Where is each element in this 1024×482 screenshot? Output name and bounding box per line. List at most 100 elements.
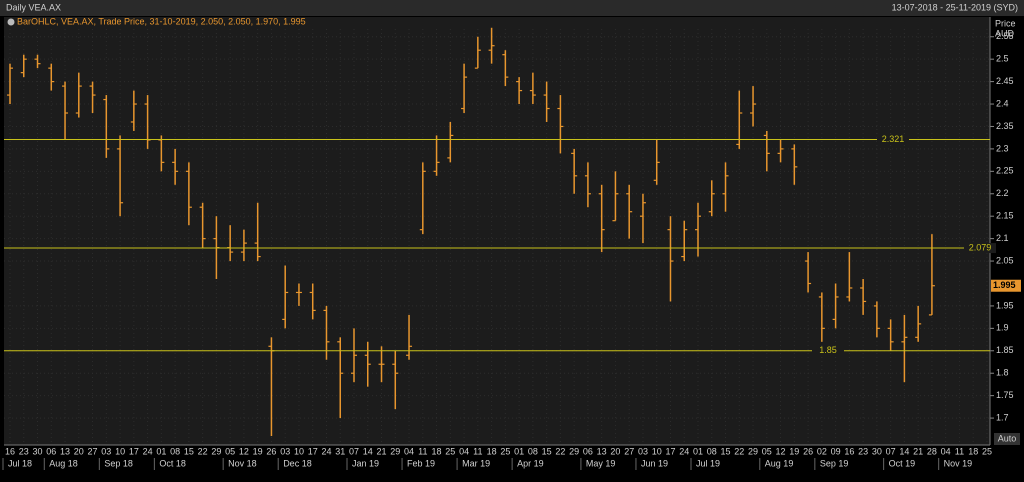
x-tick-label: 09 [831, 446, 841, 456]
x-tick-label: 12 [776, 446, 786, 456]
x-tick-label: 24 [679, 446, 689, 456]
x-tick-label: 13 [597, 446, 607, 456]
y-tick-label: 2.1 [996, 233, 1009, 243]
x-tick-label: 14 [899, 446, 909, 456]
x-tick-label: 03 [638, 446, 648, 456]
x-tick-label: 11 [955, 446, 964, 456]
x-tick-label: 01 [693, 446, 703, 456]
x-tick-label: 25 [445, 446, 455, 456]
month-label: Jul 18 [8, 458, 32, 468]
x-tick-label: 25 [982, 446, 992, 456]
y-tick-label: 2.5 [996, 54, 1009, 64]
month-label: Oct 18 [159, 458, 186, 468]
x-tick-label: 26 [803, 446, 813, 456]
x-tick-label: 22 [198, 446, 208, 456]
month-label: Mar 19 [462, 458, 490, 468]
x-tick-label: 17 [308, 446, 318, 456]
x-tick-label: 15 [542, 446, 552, 456]
x-tick-label: 15 [721, 446, 731, 456]
x-tick-label: 29 [390, 446, 400, 456]
month-label: Sep 19 [820, 458, 849, 468]
x-tick-label: 18 [487, 446, 497, 456]
level-label-bg [812, 345, 844, 356]
month-label: Feb 19 [407, 458, 435, 468]
y-tick-label: 2.4 [996, 98, 1009, 108]
x-tick-label: 16 [844, 446, 854, 456]
x-tick-label: 03 [280, 446, 290, 456]
y-tick-label: 2.25 [996, 166, 1014, 176]
x-tick-label: 26 [266, 446, 276, 456]
x-tick-label: 07 [349, 446, 359, 456]
x-tick-label: 10 [652, 446, 662, 456]
x-tick-label: 10 [294, 446, 304, 456]
y-axis-unit: AUD [995, 28, 1015, 38]
y-tick-label: 1.75 [996, 390, 1014, 400]
x-tick-label: 17 [129, 446, 139, 456]
level-label: 2.079 [969, 242, 992, 252]
last-price-label: 1.995 [993, 280, 1016, 290]
x-tick-label: 19 [253, 446, 263, 456]
y-tick-label: 2.55 [996, 31, 1014, 41]
date-range: 13-07-2018 - 25-11-2019 (SYD) [892, 2, 1018, 12]
month-label: Oct 19 [889, 458, 916, 468]
month-label: Sep 18 [104, 458, 133, 468]
x-tick-label: 16 [5, 446, 15, 456]
x-tick-label: 21 [913, 446, 923, 456]
x-tick-label: 23 [858, 446, 868, 456]
x-tick-label: 15 [184, 446, 194, 456]
y-tick-label: 2.05 [996, 255, 1014, 265]
x-tick-label: 08 [170, 446, 180, 456]
legend: BarOHLC, VEA.AX, Trade Price, 31-10-2019… [17, 16, 306, 26]
x-tick-label: 19 [789, 446, 799, 456]
auto-button[interactable] [994, 433, 1020, 445]
x-tick-label: 17 [665, 446, 675, 456]
x-tick-label: 30 [33, 446, 43, 456]
y-tick-label: 2.45 [996, 76, 1014, 86]
x-tick-label: 01 [156, 446, 166, 456]
x-tick-label: 03 [101, 446, 111, 456]
x-tick-label: 29 [211, 446, 221, 456]
x-tick-label: 23 [19, 446, 29, 456]
x-tick-label: 05 [762, 446, 772, 456]
x-tick-label: 24 [321, 446, 331, 456]
y-tick-label: 2.2 [996, 188, 1009, 198]
x-tick-label: 22 [734, 446, 744, 456]
month-label: Apr 19 [517, 458, 544, 468]
window-title: Daily VEA.AX [6, 2, 61, 12]
x-tick-label: 29 [748, 446, 758, 456]
x-tick-label: 21 [377, 446, 387, 456]
month-label: Dec 18 [283, 458, 312, 468]
x-tick-label: 31 [335, 446, 345, 456]
y-tick-label: 1.85 [996, 345, 1014, 355]
y-tick-label: 2.3 [996, 143, 1009, 153]
x-tick-label: 02 [817, 446, 827, 456]
level-label: 2.321 [882, 134, 905, 144]
x-tick-label: 05 [225, 446, 235, 456]
x-tick-label: 30 [872, 446, 882, 456]
month-label: May 19 [586, 458, 616, 468]
x-tick-label: 20 [610, 446, 620, 456]
legend-icon [7, 18, 15, 26]
x-tick-label: 20 [74, 446, 84, 456]
x-tick-label: 07 [886, 446, 896, 456]
x-tick-label: 18 [432, 446, 442, 456]
x-tick-label: 18 [968, 446, 978, 456]
month-label: Jul 19 [696, 458, 720, 468]
auto-button-label[interactable]: Auto [998, 433, 1017, 443]
x-tick-label: 27 [624, 446, 634, 456]
x-tick-label: 08 [528, 446, 538, 456]
y-tick-label: 1.7 [996, 412, 1009, 422]
level-label-bg [964, 243, 996, 254]
x-tick-label: 04 [459, 446, 469, 456]
x-tick-label: 11 [418, 446, 427, 456]
x-tick-label: 10 [115, 446, 125, 456]
month-label: Nov 19 [944, 458, 973, 468]
x-tick-label: 06 [46, 446, 56, 456]
month-label: Jan 19 [352, 458, 379, 468]
x-tick-label: 11 [473, 446, 482, 456]
y-tick-label: 1.8 [996, 368, 1009, 378]
x-tick-label: 28 [927, 446, 937, 456]
y-axis-label: Price [995, 18, 1016, 28]
month-label: Nov 18 [228, 458, 257, 468]
